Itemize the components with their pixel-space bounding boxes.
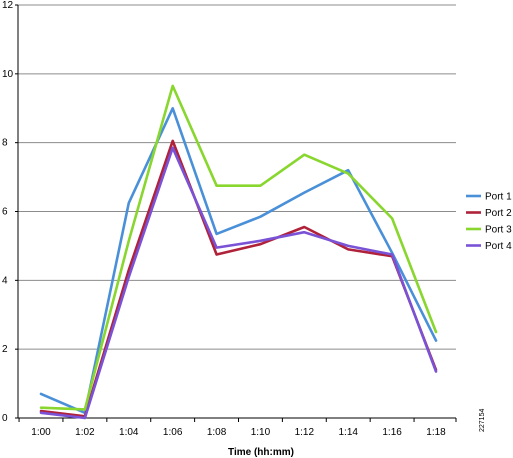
y-tick-label: 8	[2, 138, 8, 149]
x-tick-label: 1:02	[75, 427, 95, 438]
x-tick-label: 1:08	[207, 427, 227, 438]
gridlines	[18, 4, 456, 350]
legend-label: Port 1	[485, 192, 512, 203]
series-line-port-2	[39, 139, 438, 418]
legend: Port 1 Port 2 Port 3 Port 4	[466, 192, 512, 252]
y-tick-label: 12	[2, 0, 14, 11]
x-tick-label: 1:18	[426, 427, 446, 438]
series-line-port-1	[39, 107, 438, 415]
x-tick-label: 1:16	[382, 427, 402, 438]
series-line-port-4	[39, 146, 438, 420]
x-tick-label: 1:00	[31, 427, 51, 438]
legend-label: Port 4	[485, 241, 512, 252]
x-tick-label: 1:04	[119, 427, 139, 438]
y-tick-label: 10	[2, 69, 14, 80]
x-tick-labels: 1:00 1:02 1:04 1:06 1:08 1:10 1:12 1:14 1:16 1:18	[31, 427, 446, 438]
y-tick-labels: 0 2 4 6 8 10 12	[2, 0, 14, 424]
x-tick-label: 1:10	[251, 427, 271, 438]
y-tick-label: 4	[2, 275, 8, 286]
legend-label: Port 2	[485, 208, 512, 219]
y-tick-label: 2	[2, 344, 8, 355]
x-tick-label: 1:06	[163, 427, 183, 438]
y-tick-label: 6	[2, 207, 8, 218]
x-tick-label: 1:12	[295, 427, 315, 438]
series-line-port-3	[39, 84, 438, 411]
figure-id-label: 227154	[479, 409, 486, 432]
axes	[15, 4, 457, 422]
x-tick-label: 1:14	[338, 427, 358, 438]
legend-label: Port 3	[485, 225, 512, 236]
x-axis-title: Time (hh:mm)	[228, 447, 294, 458]
y-tick-label: 0	[2, 413, 8, 424]
series-lines	[39, 84, 438, 420]
